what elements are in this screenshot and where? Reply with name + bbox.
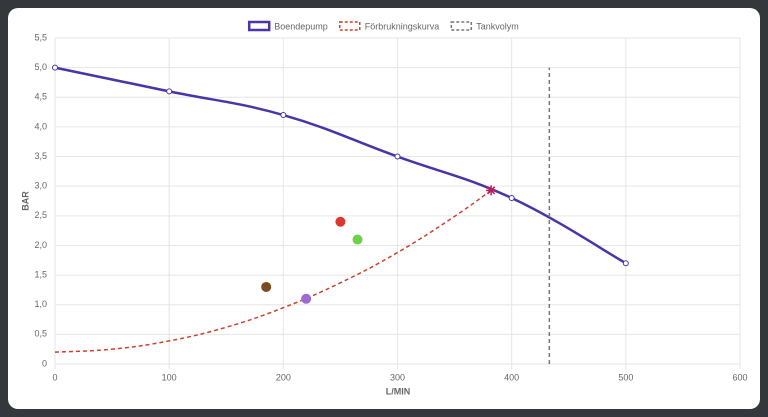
y-tick-label: 2,5 xyxy=(34,210,47,220)
y-tick-label: 2,0 xyxy=(34,240,47,250)
x-tick-label: 600 xyxy=(732,372,747,382)
legend-swatch xyxy=(247,20,271,32)
x-tick-label: 400 xyxy=(504,372,519,382)
y-tick-label: 5,0 xyxy=(34,62,47,72)
x-tick-label: 300 xyxy=(390,372,405,382)
legend-swatch xyxy=(450,21,473,31)
series-marker xyxy=(622,260,629,267)
series-marker xyxy=(166,88,173,95)
series-line xyxy=(54,189,492,353)
series-marker xyxy=(52,64,58,71)
x-tick-label: 100 xyxy=(162,372,177,382)
point xyxy=(335,216,346,227)
y-tick-label: 1,5 xyxy=(34,269,47,279)
y-tick-label: 3,5 xyxy=(34,151,47,161)
y-tick-label: 0,5 xyxy=(34,329,47,339)
series-line xyxy=(54,66,627,265)
series-marker xyxy=(280,112,287,119)
x-axis-label: L/MIN xyxy=(386,386,411,396)
legend: Boendepump Förbrukningskurva Tankvolym xyxy=(247,20,519,32)
x-tick-label: 200 xyxy=(276,372,291,382)
point xyxy=(352,234,363,245)
legend-swatch xyxy=(339,21,361,31)
point xyxy=(301,293,312,304)
x-tick-label: 0 xyxy=(52,372,57,382)
point xyxy=(486,185,497,196)
y-tick-label: 4,5 xyxy=(34,92,47,102)
legend-label: Boendepump xyxy=(274,21,328,31)
legend-label: Förbrukningskurva xyxy=(365,21,440,31)
y-tick-label: 4,0 xyxy=(34,121,47,131)
y-axis-label: BAR xyxy=(20,191,30,211)
series-marker xyxy=(508,195,515,202)
series-marker xyxy=(394,153,401,160)
card xyxy=(8,8,760,409)
y-tick-label: 0 xyxy=(42,358,47,368)
y-tick-label: 5,5 xyxy=(34,32,47,42)
x-tick-label: 500 xyxy=(618,372,633,382)
y-tick-label: 3,0 xyxy=(34,181,47,191)
point xyxy=(261,281,272,292)
y-tick-label: 1,0 xyxy=(34,299,47,309)
legend-label: Tankvolym xyxy=(476,21,519,31)
